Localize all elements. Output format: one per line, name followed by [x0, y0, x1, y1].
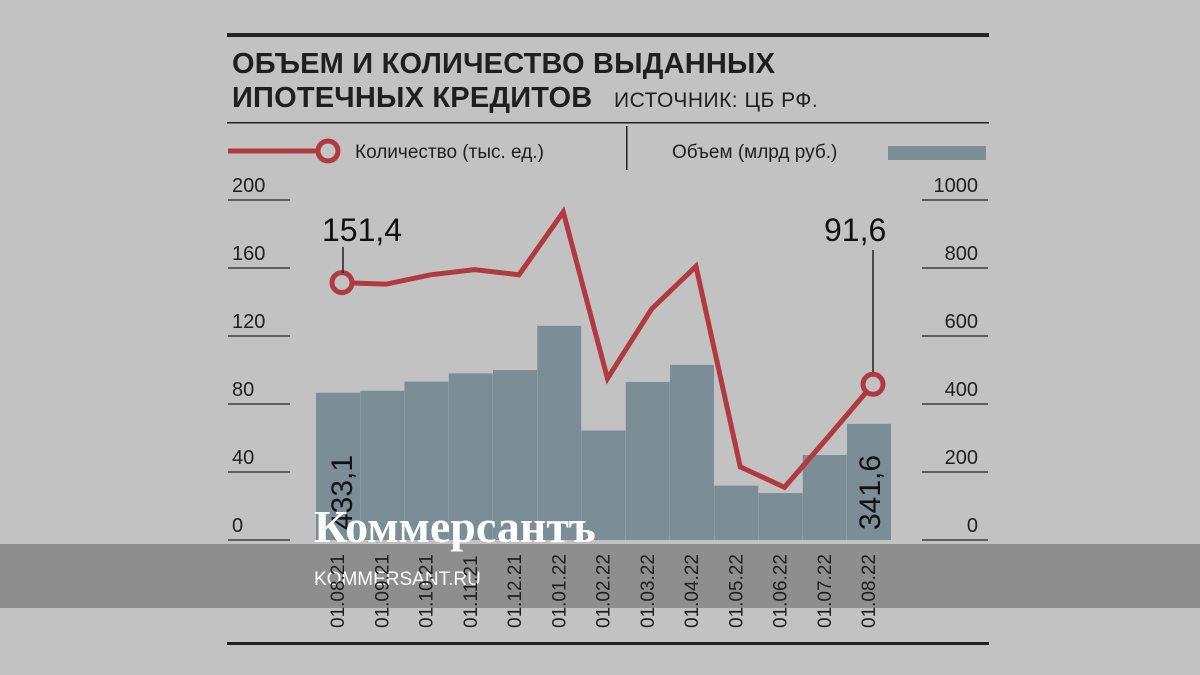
- x-tick-label: 01.11.21: [461, 555, 482, 628]
- bar: [360, 390, 405, 540]
- legend-line-label: Количество (тыс. ед.): [355, 142, 544, 163]
- left-axis: 200 160 120 80 40 0: [228, 175, 290, 541]
- line-end-marker: [329, 270, 355, 296]
- line-series: [329, 206, 886, 491]
- annotation-bar-first: 433,1: [326, 455, 359, 530]
- bar: [448, 373, 493, 540]
- watermark-brand: Коммерсантъ: [314, 501, 596, 552]
- watermark-site: KOMMERSANT.RU: [314, 569, 481, 590]
- bar: [537, 325, 582, 540]
- x-tick-label: 01.07.22: [815, 554, 836, 628]
- annotation-line-last: 91,6: [824, 212, 886, 248]
- chart-title-line1: ОБЪЕМ И КОЛИЧЕСТВО ВЫДАННЫХ: [232, 48, 776, 80]
- x-tick-label: 01.08.22: [859, 554, 880, 628]
- x-tick-label: 01.10.21: [417, 554, 438, 628]
- bar-series: [316, 325, 891, 540]
- x-tick-label: 01.06.22: [771, 554, 792, 628]
- bar: [625, 381, 670, 540]
- line-end-marker: [860, 371, 886, 397]
- left-tick-label: 0: [232, 515, 243, 537]
- right-tick-label: 1000: [934, 175, 979, 197]
- x-tick-label: 01.02.22: [594, 554, 615, 628]
- annotation-line-first: 151,4: [322, 212, 402, 248]
- annotation-bar-last: 341,6: [854, 455, 887, 530]
- bar: [714, 485, 759, 540]
- right-tick-label: 600: [945, 311, 978, 333]
- x-tick-label: 01.12.21: [505, 554, 526, 628]
- x-tick-label: 01.08.21: [328, 554, 349, 628]
- right-tick-label: 0: [967, 515, 978, 537]
- x-tick-label: 01.03.22: [638, 554, 659, 628]
- header-rule: [227, 122, 989, 124]
- left-tick-label: 120: [232, 311, 265, 333]
- legend-bar-swatch: [888, 146, 986, 160]
- bar: [758, 493, 803, 540]
- right-tick-label: 400: [945, 379, 978, 401]
- left-tick-label: 200: [232, 175, 265, 197]
- bar: [316, 392, 360, 540]
- legend-bar-label: Объем (млрд руб.): [672, 142, 837, 163]
- right-tick-label: 800: [945, 243, 978, 265]
- x-axis: 01.08.21 01.09.21 01.10.21 01.11.21 01.12.21…: [328, 554, 880, 628]
- x-tick-label: 01.05.22: [726, 554, 747, 628]
- chart-title-line2: ИПОТЕЧНЫХ КРЕДИТОВ: [232, 82, 592, 114]
- x-tick-label: 01.04.22: [682, 554, 703, 628]
- left-tick-label: 80: [232, 379, 254, 401]
- left-tick-label: 160: [232, 243, 265, 265]
- right-axis: 1000 800 600 400 200 0: [922, 175, 988, 541]
- chart-source: ИСТОЧНИК: ЦБ РФ.: [614, 89, 818, 112]
- bar: [581, 430, 626, 540]
- bar: [802, 455, 847, 540]
- bar: [670, 364, 714, 540]
- bottom-rule: [227, 642, 989, 645]
- legend-divider: [626, 126, 628, 170]
- series-line: [341, 206, 875, 491]
- bar: [847, 423, 891, 540]
- left-tick-label: 40: [232, 447, 254, 469]
- top-rule: [227, 33, 989, 37]
- x-tick-label: 01.01.22: [549, 554, 570, 628]
- right-tick-label: 200: [945, 447, 978, 469]
- bar: [404, 381, 449, 540]
- legend-line-marker: [315, 138, 341, 164]
- watermark-band: [0, 544, 1200, 608]
- x-tick-label: 01.09.21: [372, 554, 393, 628]
- bar: [493, 370, 537, 540]
